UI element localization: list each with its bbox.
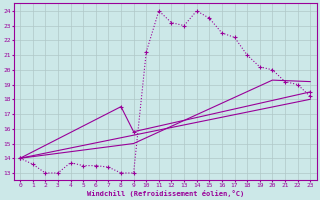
- X-axis label: Windchill (Refroidissement éolien,°C): Windchill (Refroidissement éolien,°C): [86, 190, 244, 197]
